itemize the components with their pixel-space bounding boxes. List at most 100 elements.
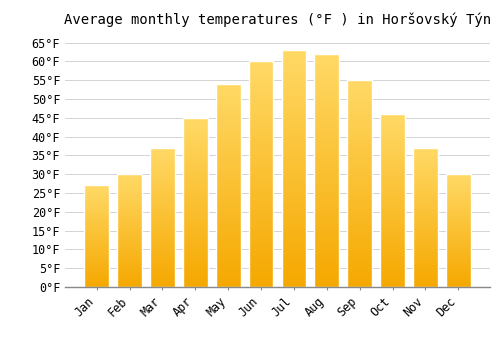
Bar	[413, 195, 438, 197]
Bar	[183, 279, 208, 280]
Bar	[150, 257, 174, 258]
Bar	[380, 214, 405, 216]
Bar	[282, 176, 306, 178]
Bar	[150, 178, 174, 180]
Bar	[183, 167, 208, 168]
Bar	[446, 280, 470, 281]
Bar	[183, 223, 208, 224]
Bar	[183, 135, 208, 136]
Bar	[216, 131, 240, 133]
Bar	[446, 188, 470, 189]
Bar	[117, 192, 142, 193]
Bar	[282, 97, 306, 100]
Bar	[248, 161, 274, 163]
Bar	[248, 176, 274, 179]
Bar	[413, 267, 438, 269]
Bar	[183, 168, 208, 170]
Bar	[84, 264, 109, 265]
Bar	[282, 225, 306, 228]
Bar	[84, 258, 109, 259]
Bar	[282, 278, 306, 280]
Bar	[248, 156, 274, 158]
Bar	[150, 167, 174, 169]
Bar	[117, 216, 142, 217]
Bar	[413, 259, 438, 260]
Bar	[183, 209, 208, 211]
Bar	[348, 163, 372, 165]
Bar	[183, 219, 208, 221]
Bar	[84, 208, 109, 209]
Bar	[216, 212, 240, 214]
Bar	[117, 186, 142, 187]
Bar	[84, 187, 109, 188]
Bar	[150, 215, 174, 216]
Bar	[117, 212, 142, 214]
Bar	[150, 258, 174, 259]
Bar	[282, 147, 306, 149]
Bar	[117, 218, 142, 219]
Bar	[248, 280, 274, 282]
Bar	[248, 269, 274, 271]
Bar	[380, 166, 405, 168]
Bar	[446, 251, 470, 252]
Bar	[216, 222, 240, 224]
Bar	[282, 66, 306, 69]
Bar	[248, 61, 274, 287]
Bar	[150, 267, 174, 269]
Bar	[216, 240, 240, 242]
Bar	[216, 90, 240, 92]
Bar	[446, 222, 470, 223]
Bar	[314, 280, 339, 282]
Bar	[314, 82, 339, 84]
Bar	[183, 214, 208, 216]
Bar	[117, 184, 142, 186]
Bar	[348, 107, 372, 109]
Bar	[150, 260, 174, 262]
Bar	[446, 266, 470, 267]
Bar	[413, 149, 438, 150]
Bar	[216, 161, 240, 163]
Bar	[216, 137, 240, 139]
Bar	[150, 184, 174, 186]
Bar	[117, 260, 142, 261]
Bar	[314, 231, 339, 233]
Bar	[413, 206, 438, 208]
Bar	[413, 216, 438, 217]
Bar	[248, 158, 274, 161]
Bar	[446, 184, 470, 186]
Bar	[413, 167, 438, 169]
Bar	[446, 206, 470, 207]
Bar	[84, 265, 109, 266]
Bar	[183, 261, 208, 263]
Bar	[413, 174, 438, 176]
Bar	[183, 224, 208, 226]
Bar	[248, 186, 274, 188]
Bar	[380, 242, 405, 244]
Bar	[348, 119, 372, 121]
Bar	[117, 276, 142, 277]
Bar	[248, 262, 274, 265]
Bar	[248, 235, 274, 237]
Bar	[380, 188, 405, 190]
Bar	[348, 84, 372, 86]
Bar	[84, 233, 109, 234]
Bar	[183, 126, 208, 128]
Bar	[380, 162, 405, 164]
Bar	[380, 119, 405, 121]
Bar	[150, 244, 174, 245]
Bar	[150, 174, 174, 176]
Bar	[413, 276, 438, 277]
Bar	[380, 185, 405, 187]
Bar	[216, 269, 240, 271]
Bar	[117, 217, 142, 218]
Bar	[380, 282, 405, 284]
Bar	[413, 277, 438, 279]
Bar	[117, 237, 142, 238]
Bar	[446, 198, 470, 199]
Bar	[413, 244, 438, 245]
Bar	[282, 83, 306, 86]
Bar	[84, 274, 109, 275]
Bar	[314, 159, 339, 161]
Bar	[380, 249, 405, 251]
Bar	[314, 166, 339, 168]
